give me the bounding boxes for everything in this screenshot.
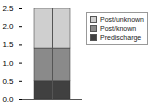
html-text:Post/unknown: Post/unknown: [100, 16, 144, 23]
html-text:Predischarge: Predischarge: [100, 34, 142, 41]
svg-text:2.5: 2.5: [2, 4, 14, 13]
svg-text:0.0: 0.0: [2, 95, 14, 104]
svg-text:1.5: 1.5: [2, 40, 14, 49]
html-text:Post/known: Post/known: [100, 25, 137, 32]
svg-text:0.5: 0.5: [2, 77, 14, 86]
svg-text:1.0: 1.0: [2, 59, 14, 68]
svg-text:2.0: 2.0: [2, 22, 14, 31]
